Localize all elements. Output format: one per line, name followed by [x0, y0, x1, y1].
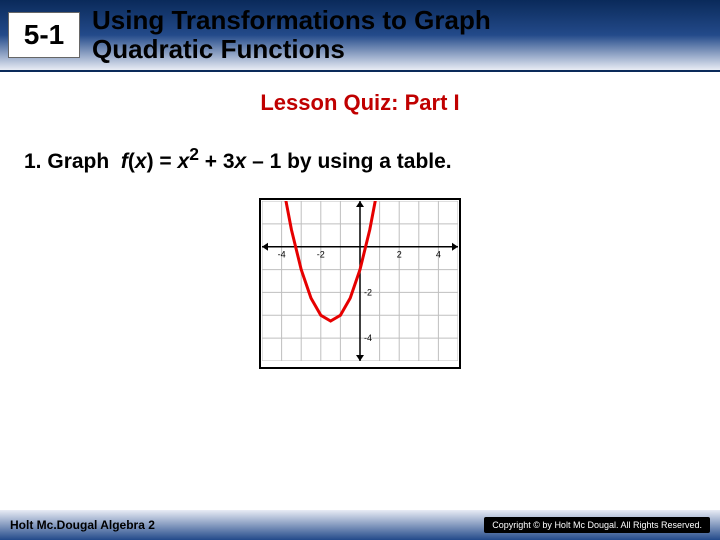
expr-tail: – 1 by using a table. — [246, 150, 451, 173]
header-title: Using Transformations to Graph Quadratic… — [92, 6, 491, 63]
svg-text:4: 4 — [436, 250, 441, 260]
header-bar: 5-1 Using Transformations to Graph Quadr… — [0, 0, 720, 72]
footer-left: Holt Mc.Dougal Algebra 2 — [10, 518, 155, 532]
lesson-subtitle: Lesson Quiz: Part I — [0, 90, 720, 116]
footer-copyright: Copyright © by Holt Mc Dougal. All Right… — [484, 517, 710, 533]
expr-exp: 2 — [189, 144, 199, 164]
svg-text:-2: -2 — [317, 250, 325, 260]
fn-var: x — [135, 150, 147, 173]
expr-var2: x — [235, 150, 247, 173]
expr-rest: + 3 — [199, 150, 235, 173]
question-text: 1. Graph f(x) = x2 + 3x – 1 by using a t… — [24, 144, 696, 174]
question-number: 1. — [24, 150, 42, 173]
svg-text:-4: -4 — [278, 250, 286, 260]
svg-text:2: 2 — [397, 250, 402, 260]
footer-bar: Holt Mc.Dougal Algebra 2 Copyright © by … — [0, 510, 720, 540]
header-title-line1: Using Transformations to Graph — [92, 6, 491, 35]
svg-text:-4: -4 — [364, 333, 372, 343]
question-prefix: Graph — [47, 150, 109, 173]
quadratic-graph: -4 -2 2 4 -2 -4 — [262, 201, 458, 361]
header-title-line2: Quadratic Functions — [92, 35, 491, 64]
equals: = — [154, 150, 178, 173]
chart-container: -4 -2 2 4 -2 -4 — [0, 198, 720, 369]
expr-base: x — [178, 150, 190, 173]
fn-name: f — [121, 150, 128, 173]
lesson-number-box: 5-1 — [8, 12, 80, 58]
svg-text:-2: -2 — [364, 287, 372, 297]
chart-border: -4 -2 2 4 -2 -4 — [259, 198, 461, 369]
